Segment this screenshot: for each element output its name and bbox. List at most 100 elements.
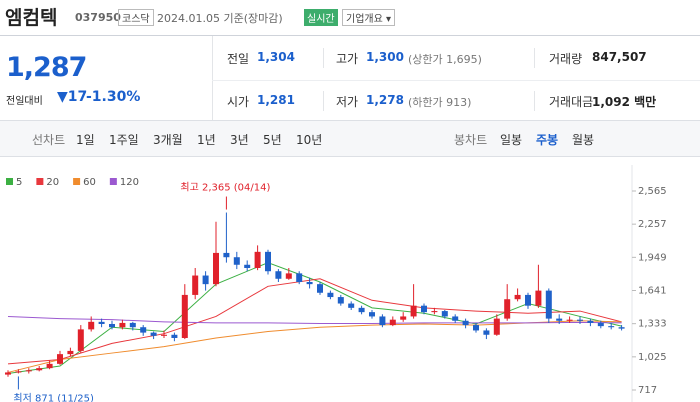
divider [323,91,324,111]
candle-body [400,316,407,320]
moving-average [7,278,622,365]
summary-value: 1,278 [366,93,404,107]
candle-body [452,316,459,321]
legend-label: 60 [83,177,96,188]
candle-body [296,273,303,282]
candle-body [348,303,355,308]
candle-body [535,290,542,306]
candle-tab[interactable]: 일봉 [500,133,523,147]
summary-label: 거래량 [549,52,583,66]
candle-body [109,323,115,328]
stock-name: 엠컴텍 [5,7,58,29]
stock-code: 037950 [75,11,121,24]
candle-body [244,264,251,268]
candle-body [223,252,230,258]
market-badge: 코스닥 [118,9,154,26]
candle-body [504,299,511,319]
line-tab[interactable]: 1일 [76,133,95,147]
candle-body [545,290,552,319]
summary-value: 1,300 [366,50,404,64]
candle-body [98,321,105,324]
company-button[interactable]: 기업개요 ▾ [342,9,396,26]
candle-body [285,273,292,279]
divider [0,35,700,36]
tab-label: 선차트 [32,133,66,147]
candle-body [608,326,615,328]
candle-body [140,327,147,333]
y-tick-label: 1,641 [638,286,667,297]
candle-body [389,319,396,326]
line-tab[interactable]: 5년 [263,133,282,147]
company-button-text: 기업개요 [346,14,383,25]
candle-body [129,322,136,328]
candle-body [421,305,427,313]
candle-body [431,311,438,313]
summary-label: 시가 [227,95,250,109]
candle-body [587,320,594,323]
candle-body [150,332,157,336]
candle-body [213,252,219,285]
date: 2024.01.05 기준(장마감) [157,12,283,25]
summary-value: 1,304 [257,50,295,64]
candle-body [77,329,84,351]
candle-body [618,327,625,329]
candle-body [369,312,375,317]
candle-body [88,321,95,330]
y-tick-label: 2,257 [638,219,667,230]
candle-body [358,307,365,313]
candle-tab[interactable]: 월봉 [572,133,595,147]
y-tick-label: 1,025 [638,352,667,363]
summary-value: 847,507 [592,50,647,64]
legend-label: 5 [16,177,22,188]
summary-value: 1,281 [257,93,295,107]
candle-body [5,372,11,375]
candle-body [46,363,53,369]
candle-body [57,354,63,364]
change: ▼17 [57,89,88,105]
line-tab[interactable]: 3개월 [153,133,183,147]
y-tick-label: 1,333 [638,319,667,330]
summary-label: 거래대금 [549,95,594,109]
candle-body [556,318,563,321]
line-tab[interactable]: 1년 [197,133,216,147]
moving-average [7,315,622,324]
candle-body [327,292,334,298]
candle-body [597,322,604,327]
summary-label: 전일 [227,52,250,66]
divider [323,48,324,68]
candle-body [577,319,583,321]
candle-body [181,294,188,338]
summary-label: 저가 [336,95,359,109]
y-tick-label: 1,949 [638,252,667,263]
realtime-badge[interactable]: 실시간 [304,9,338,26]
legend-swatch [109,178,117,185]
candle-body [202,275,209,285]
annotation: 최고 2,365 (04/14) [180,182,270,194]
change-rate: -1.30% [86,89,141,105]
candle-body [161,334,167,336]
line-tab[interactable]: 1주일 [109,133,139,147]
candle-body [337,297,344,304]
candle-body [119,322,126,328]
change-label: 전일대비 [6,96,43,107]
line-tab[interactable]: 10년 [296,133,323,147]
candle-body [462,320,469,326]
candle-body [566,319,573,321]
candle-body [317,284,323,293]
candle-body [493,318,500,335]
summary-note: (하한가 913) [408,96,472,109]
divider [534,48,535,68]
line-tab[interactable]: 3년 [230,133,249,147]
y-tick-label: 2,565 [638,186,667,197]
candle-body [525,294,531,306]
candle-body [306,281,313,285]
summary-note: (상한가 1,695) [408,53,482,66]
summary-label: 고가 [336,52,359,66]
legend-swatch [73,178,81,185]
tab-label: 봉차트 [454,133,488,147]
y-tick-label: 717 [638,385,657,396]
candle-tab[interactable]: 주봉 [536,133,559,147]
summary-value: 1,092 백만 [592,95,657,109]
candle-body [514,294,521,300]
